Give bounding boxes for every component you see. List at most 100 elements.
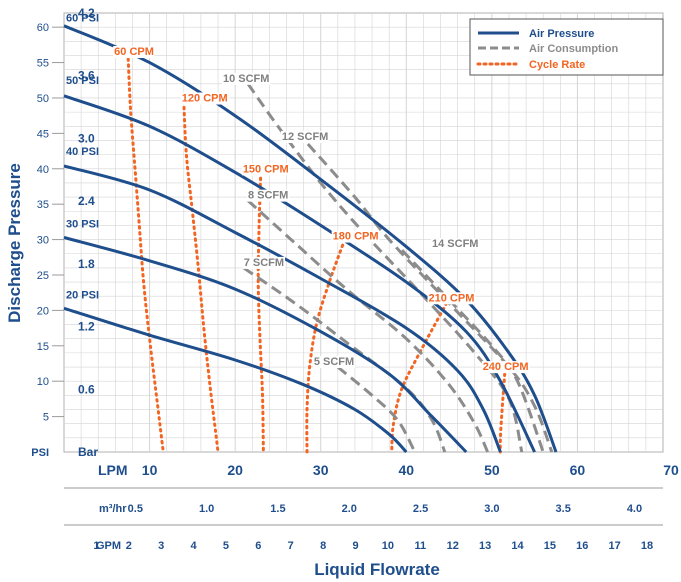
bar-unit-label: Bar xyxy=(78,445,98,459)
cycle-rate-curve xyxy=(390,301,448,454)
bar-tick-label: 4.2 xyxy=(78,6,95,20)
psi-tick-label: 40 xyxy=(37,164,49,176)
cycle-rate-curve xyxy=(256,170,265,454)
gpm-tick-label: 5 xyxy=(223,540,229,552)
lpm-tick-label: 70 xyxy=(663,462,679,478)
label-backdrop xyxy=(242,256,286,269)
label-backdrop xyxy=(331,230,380,243)
lpm-unit-label: LPM xyxy=(98,462,128,478)
psi-tick-label: 20 xyxy=(37,305,49,317)
bar-tick-label: 0.6 xyxy=(78,382,95,396)
cycle-rate-label: 120 CPM xyxy=(182,93,228,105)
air-consumption-label: 5 SCFM xyxy=(314,356,354,368)
gpm-tick-label: 12 xyxy=(447,540,459,552)
air-pressure-label: 20 PSI xyxy=(66,289,99,301)
label-backdrop xyxy=(280,130,330,143)
x-axis-title: Liquid Flowrate xyxy=(314,560,440,579)
psi-unit-label: PSI xyxy=(31,447,49,459)
label-backdrop xyxy=(481,361,530,374)
m3hr-tick-label: 0.5 xyxy=(128,503,143,515)
m3hr-tick-label: 2.5 xyxy=(413,503,428,515)
psi-tick-label: 60 xyxy=(37,22,49,34)
axes: 51015202530354045505560PSI0.61.21.82.43.… xyxy=(31,6,679,552)
gpm-tick-label: 8 xyxy=(320,540,326,552)
air-consumption-label: 10 SCFM xyxy=(223,73,269,85)
lpm-tick-label: 10 xyxy=(142,462,158,478)
legend: Air Pressure Air Consumption Cycle Rate xyxy=(469,18,664,76)
label-backdrop xyxy=(221,72,271,85)
psi-tick-label: 10 xyxy=(37,376,49,388)
gpm-tick-label: 13 xyxy=(479,540,491,552)
cycle-rate-label: 60 CPM xyxy=(114,46,154,58)
gpm-tick-label: 15 xyxy=(544,540,556,552)
y-axis-title: Discharge Pressure xyxy=(5,163,24,323)
gpm-tick-label: 10 xyxy=(382,540,394,552)
bar-tick-label: 1.2 xyxy=(78,320,95,334)
lpm-tick-label: 20 xyxy=(227,462,243,478)
lpm-tick-label: 40 xyxy=(398,462,414,478)
lpm-tick-label: 50 xyxy=(484,462,500,478)
gpm-tick-label: 4 xyxy=(191,540,198,552)
m3hr-tick-label: 1.5 xyxy=(270,503,285,515)
gpm-tick-label: 18 xyxy=(641,540,653,552)
cycle-rate-curve xyxy=(498,372,507,454)
air-pressure-label: 30 PSI xyxy=(66,218,99,230)
psi-tick-label: 15 xyxy=(37,341,49,353)
m3hr-tick-label: 3.0 xyxy=(484,503,499,515)
label-backdrop xyxy=(246,189,290,202)
legend-label-cycle: Cycle Rate xyxy=(529,59,585,71)
air-consumption-curve xyxy=(246,199,489,453)
m3hr-unit-label: m³/hr xyxy=(99,503,127,515)
cycle-rate-curve xyxy=(305,238,347,454)
gpm-tick-label: 3 xyxy=(158,540,164,552)
gpm-tick-label: 2 xyxy=(126,540,132,552)
gpm-tick-label: 11 xyxy=(414,540,426,552)
psi-tick-label: 55 xyxy=(37,58,49,70)
gpm-unit-label: GPM xyxy=(96,540,121,552)
air-pressure-curve xyxy=(63,306,408,454)
label-backdrop xyxy=(241,163,290,176)
m3hr-tick-label: 2.0 xyxy=(342,503,357,515)
m3hr-tick-label: 4.0 xyxy=(627,503,642,515)
bar-tick-label: 3.6 xyxy=(78,69,95,83)
air-consumption-label: 14 SCFM xyxy=(432,238,478,250)
air-pressure-label: 40 PSI xyxy=(66,146,99,158)
legend-label-consumption: Air Consumption xyxy=(529,43,618,55)
m3hr-tick-label: 1.0 xyxy=(199,503,214,515)
air-consumption-label: 7 SCFM xyxy=(244,257,284,269)
air-pressure-label: 50 PSI xyxy=(66,75,99,87)
gpm-tick-label: 1 xyxy=(93,540,99,552)
air-consumption-curve xyxy=(400,249,545,453)
lpm-tick-label: 60 xyxy=(570,462,586,478)
air-pressure-label: 60 PSI xyxy=(66,13,99,25)
label-backdrop xyxy=(113,46,155,59)
cycle-rate-label: 210 CPM xyxy=(429,292,475,304)
cycle-rate-label: 150 CPM xyxy=(243,163,289,175)
psi-tick-label: 5 xyxy=(43,412,49,424)
air-pressure-curve xyxy=(63,236,468,454)
air-pressure-curve xyxy=(63,164,502,453)
bar-tick-label: 3.0 xyxy=(78,131,95,145)
air-consumption-label: 8 SCFM xyxy=(248,190,288,202)
gpm-tick-label: 9 xyxy=(352,540,358,552)
label-backdrop xyxy=(431,238,480,251)
air-consumption-label: 12 SCFM xyxy=(282,131,328,143)
psi-tick-label: 25 xyxy=(37,270,49,282)
psi-tick-label: 35 xyxy=(37,199,49,211)
gpm-tick-label: 7 xyxy=(288,540,294,552)
psi-tick-label: 50 xyxy=(37,93,49,105)
bar-tick-label: 2.4 xyxy=(78,194,95,208)
cycle-rate-label: 180 CPM xyxy=(333,231,379,243)
m3hr-tick-label: 3.5 xyxy=(556,503,571,515)
gpm-tick-label: 17 xyxy=(609,540,621,552)
label-backdrop xyxy=(427,292,476,305)
curve-labels: 60 PSI 50 PSI 40 PSI 30 PSI 20 PSI 12 SCFM 14 … xyxy=(66,13,530,374)
label-backdrop xyxy=(180,92,229,105)
psi-tick-label: 30 xyxy=(37,235,49,247)
cycle-rate-label: 240 CPM xyxy=(483,361,529,373)
cycle-rate-curve xyxy=(126,57,165,454)
bar-tick-label: 1.8 xyxy=(78,257,95,271)
gpm-tick-label: 14 xyxy=(511,540,524,552)
gpm-tick-label: 16 xyxy=(576,540,588,552)
